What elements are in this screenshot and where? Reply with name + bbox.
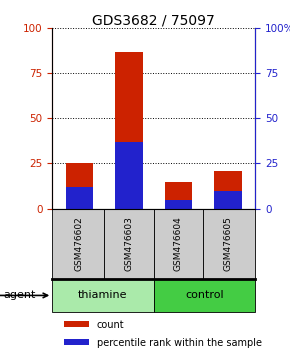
Text: GSM476604: GSM476604	[174, 217, 183, 271]
Bar	[214, 171, 242, 209]
Text: GSM476605: GSM476605	[224, 217, 233, 272]
Text: agent: agent	[3, 290, 35, 301]
Bar	[64, 339, 89, 345]
Bar	[154, 209, 203, 279]
Bar	[165, 182, 192, 209]
Bar	[154, 279, 255, 312]
Text: percentile rank within the sample: percentile rank within the sample	[97, 338, 262, 348]
Bar	[214, 190, 242, 209]
Bar	[104, 209, 154, 279]
Bar	[66, 187, 93, 209]
Bar	[64, 321, 89, 327]
Bar	[115, 142, 143, 209]
Bar	[115, 52, 143, 209]
Bar	[52, 209, 104, 279]
Bar	[66, 164, 93, 209]
Text: thiamine: thiamine	[78, 290, 128, 301]
Bar	[203, 209, 255, 279]
Text: GSM476603: GSM476603	[124, 217, 133, 272]
Bar	[52, 279, 154, 312]
Bar	[165, 200, 192, 209]
Text: GSM476602: GSM476602	[75, 217, 84, 271]
Text: count: count	[97, 320, 124, 330]
Title: GDS3682 / 75097: GDS3682 / 75097	[92, 13, 215, 27]
Text: control: control	[185, 290, 224, 301]
